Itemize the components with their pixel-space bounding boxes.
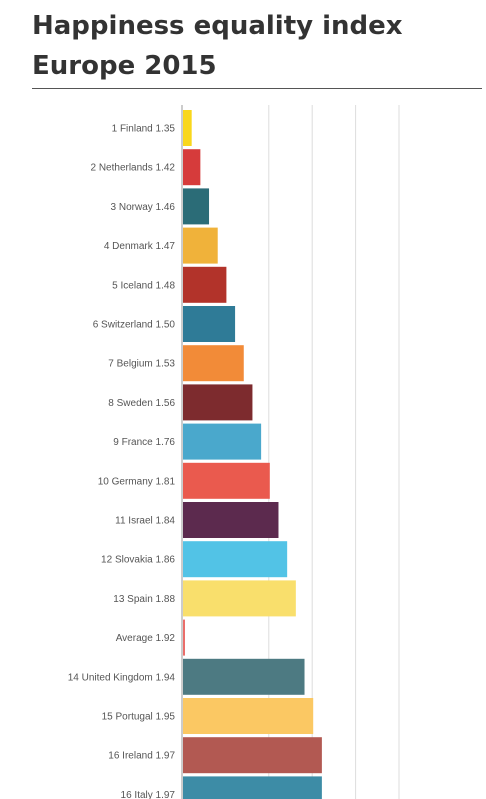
bar bbox=[183, 698, 314, 734]
bar bbox=[183, 462, 270, 499]
bar bbox=[183, 658, 305, 695]
bar bbox=[183, 423, 262, 460]
category-label: 14 United Kingdom 1.94 bbox=[68, 672, 176, 683]
bar bbox=[183, 384, 253, 421]
category-label: 2 Netherlands 1.42 bbox=[90, 163, 175, 174]
category-label: 16 Ireland 1.97 bbox=[108, 751, 175, 762]
bar-chart: 1 Finland 1.35 2 Netherlands 1.42 3 Norway… bbox=[68, 105, 400, 799]
title-divider bbox=[32, 88, 482, 89]
bar bbox=[183, 188, 210, 225]
bar bbox=[183, 110, 192, 146]
category-label: 13 Spain 1.88 bbox=[113, 594, 175, 605]
category-label: 12 Slovakia 1.86 bbox=[101, 555, 175, 566]
category-label: 15 Portugal 1.95 bbox=[102, 712, 176, 723]
bar bbox=[183, 345, 244, 382]
bar bbox=[183, 541, 288, 578]
chart-title: Happiness equality index Europe 2015 bbox=[32, 11, 403, 81]
category-label: Average 1.92 bbox=[116, 633, 176, 644]
bar bbox=[183, 227, 218, 264]
bar bbox=[183, 502, 279, 538]
category-label: 11 Israel 1.84 bbox=[115, 516, 175, 527]
bar bbox=[183, 306, 236, 342]
category-label: 8 Sweden 1.56 bbox=[108, 398, 175, 409]
category-label: 5 Iceland 1.48 bbox=[112, 280, 175, 291]
bar bbox=[183, 776, 322, 799]
bar bbox=[183, 619, 185, 656]
bar bbox=[183, 580, 296, 617]
category-label: 1 Finland 1.35 bbox=[112, 124, 176, 135]
bar bbox=[183, 149, 201, 186]
category-label: 4 Denmark 1.47 bbox=[104, 241, 176, 252]
category-label: 16 Italy 1.97 bbox=[121, 790, 176, 799]
category-label: 3 Norway 1.46 bbox=[111, 202, 176, 213]
category-label: 7 Belgium 1.53 bbox=[108, 359, 175, 370]
category-label: 9 France 1.76 bbox=[113, 437, 175, 448]
category-label: 10 Germany 1.81 bbox=[98, 476, 176, 487]
category-label: 6 Switzerland 1.50 bbox=[93, 320, 176, 331]
bar bbox=[183, 737, 322, 774]
bar bbox=[183, 266, 227, 303]
